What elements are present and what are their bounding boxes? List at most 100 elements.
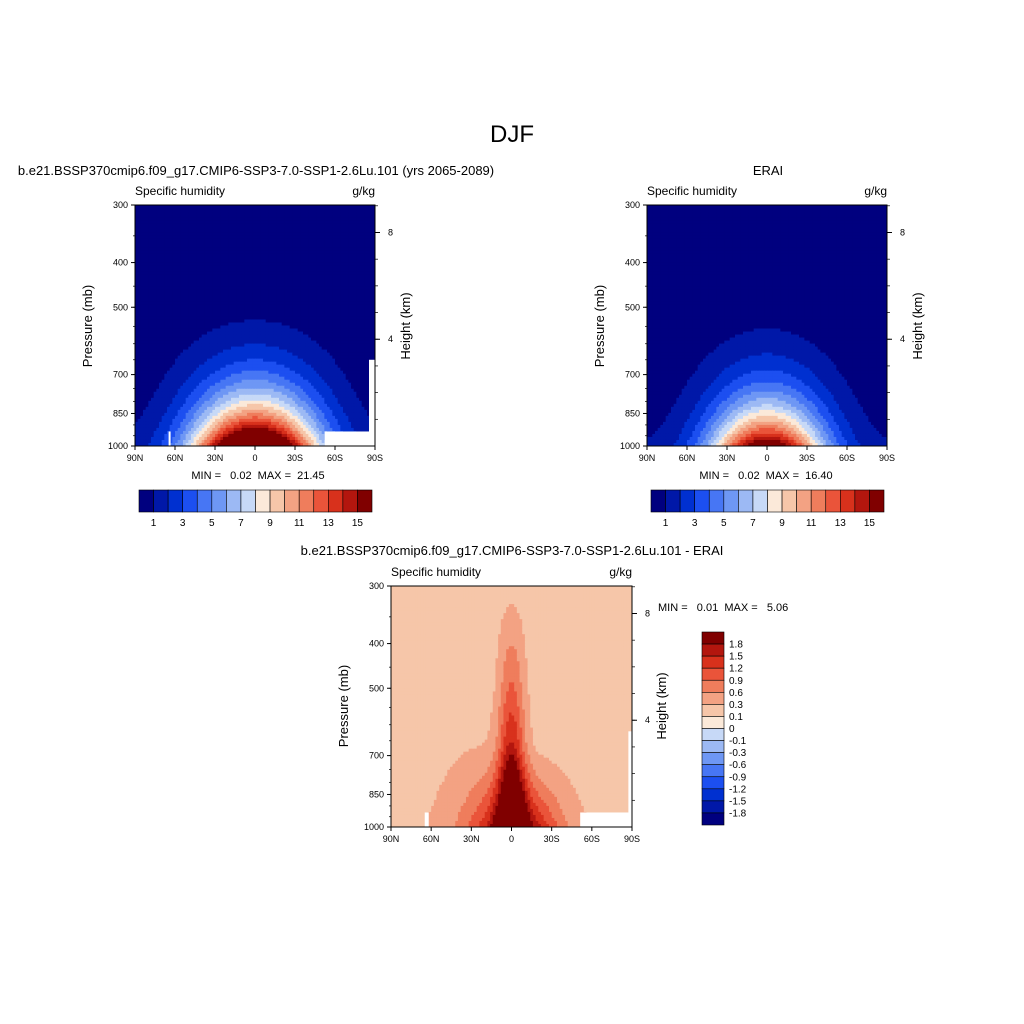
contour-cell-model bbox=[201, 220, 205, 224]
contour-cell-model bbox=[268, 280, 272, 284]
contour-cell-model bbox=[244, 349, 248, 354]
contour-cell-model bbox=[332, 325, 336, 330]
contour-cell-model bbox=[183, 340, 187, 345]
contour-cell-model bbox=[137, 319, 141, 324]
contour-cell-model bbox=[175, 241, 179, 245]
contour-cell-model bbox=[321, 325, 325, 330]
contour-cell-model bbox=[156, 241, 160, 245]
contour-cell-model bbox=[265, 280, 269, 284]
contour-cell-model bbox=[172, 226, 176, 230]
contour-cell-model bbox=[364, 229, 368, 233]
contour-cell-model bbox=[300, 295, 304, 299]
contour-cell-model bbox=[359, 337, 363, 342]
contour-cell-model bbox=[311, 316, 315, 321]
contour-cell-model bbox=[212, 319, 216, 324]
contour-cell-model bbox=[271, 214, 275, 218]
contour-cell-model bbox=[212, 355, 216, 360]
contour-cell-model bbox=[167, 256, 171, 260]
contour-cell-model bbox=[356, 283, 360, 287]
contour-cell-model bbox=[161, 343, 165, 348]
contour-cell-model bbox=[319, 259, 323, 263]
contour-cell-model bbox=[263, 208, 267, 212]
contour-cell-model bbox=[209, 205, 213, 209]
contour-cell-model bbox=[292, 271, 296, 275]
contour-cell-model bbox=[212, 268, 216, 272]
contour-cell-model bbox=[209, 229, 213, 233]
contour-cell-model bbox=[335, 211, 339, 215]
contour-cell-model bbox=[220, 232, 224, 236]
contour-cell-model bbox=[161, 301, 165, 306]
contour-cell-model bbox=[279, 310, 283, 315]
contour-cell-model bbox=[337, 211, 341, 215]
contour-cell-model bbox=[319, 352, 323, 357]
contour-cell-model bbox=[143, 244, 147, 248]
contour-cell-model bbox=[321, 349, 325, 354]
contour-cell-model bbox=[193, 358, 197, 363]
contour-cell-model bbox=[300, 307, 304, 312]
contour-cell-model bbox=[164, 310, 168, 315]
contour-cell-model bbox=[263, 355, 267, 360]
contour-cell-model bbox=[332, 304, 336, 309]
contour-cell-model bbox=[332, 217, 336, 221]
contour-cell-model bbox=[263, 250, 267, 254]
contour-cell-model bbox=[247, 214, 251, 218]
contour-cell-model bbox=[207, 259, 211, 263]
contour-cell-model bbox=[273, 337, 277, 342]
contour-cell-model bbox=[332, 319, 336, 324]
contour-cell-model bbox=[343, 364, 347, 369]
contour-cell-model bbox=[161, 208, 165, 212]
contour-cell-model bbox=[223, 241, 227, 245]
contour-cell-model bbox=[191, 214, 195, 218]
contour-cell-model bbox=[300, 205, 304, 209]
contour-cell-model bbox=[348, 286, 352, 290]
contour-cell-model bbox=[271, 253, 275, 257]
contour-cell-model bbox=[201, 367, 205, 372]
contour-cell-model bbox=[185, 319, 189, 324]
contour-cell-model bbox=[161, 217, 165, 221]
contour-cell-model bbox=[191, 316, 195, 321]
contour-cell-model bbox=[353, 325, 357, 330]
contour-cell-model bbox=[220, 319, 224, 324]
contour-cell-model bbox=[276, 286, 280, 290]
contour-cell-model bbox=[137, 370, 141, 375]
contour-cell-model bbox=[324, 280, 328, 284]
contour-cell-model bbox=[281, 247, 285, 251]
contour-cell-model bbox=[169, 259, 173, 263]
contour-cell-model bbox=[151, 220, 155, 224]
contour-cell-model bbox=[273, 214, 277, 218]
contour-cell-model bbox=[361, 256, 365, 260]
contour-cell-model bbox=[295, 310, 299, 315]
contour-cell-model bbox=[228, 214, 232, 218]
contour-cell-model bbox=[295, 280, 299, 284]
contour-cell-model bbox=[215, 334, 219, 339]
contour-cell-model bbox=[271, 310, 275, 315]
contour-cell-model bbox=[273, 223, 277, 227]
contour-cell-model bbox=[335, 271, 339, 275]
contour-cell-model bbox=[249, 241, 253, 245]
contour-cell-model bbox=[295, 295, 299, 299]
contour-cell-model bbox=[220, 226, 224, 230]
contour-cell-model bbox=[249, 352, 253, 357]
contour-cell-model bbox=[284, 238, 288, 242]
contour-cell-model bbox=[143, 310, 147, 315]
contour-cell-model bbox=[209, 352, 213, 357]
contour-cell-model bbox=[209, 283, 213, 287]
contour-cell-model bbox=[135, 307, 139, 312]
contour-cell-model bbox=[303, 337, 307, 342]
contour-cell-model bbox=[367, 307, 371, 312]
contour-cell-model bbox=[284, 205, 288, 209]
contour-cell-model bbox=[295, 316, 299, 321]
contour-cell-model bbox=[369, 310, 373, 315]
contour-cell-model bbox=[319, 334, 323, 339]
contour-cell-model bbox=[255, 262, 259, 266]
contour-cell-model bbox=[153, 244, 157, 248]
contour-cell-model bbox=[177, 310, 181, 315]
contour-cell-model bbox=[196, 226, 200, 230]
contour-cell-model bbox=[228, 283, 232, 287]
contour-cell-model bbox=[257, 205, 261, 209]
contour-cell-model bbox=[185, 367, 189, 372]
contour-cell-model bbox=[271, 337, 275, 342]
contour-cell-model bbox=[303, 334, 307, 339]
contour-cell-model bbox=[271, 238, 275, 242]
contour-cell-model bbox=[297, 229, 301, 233]
